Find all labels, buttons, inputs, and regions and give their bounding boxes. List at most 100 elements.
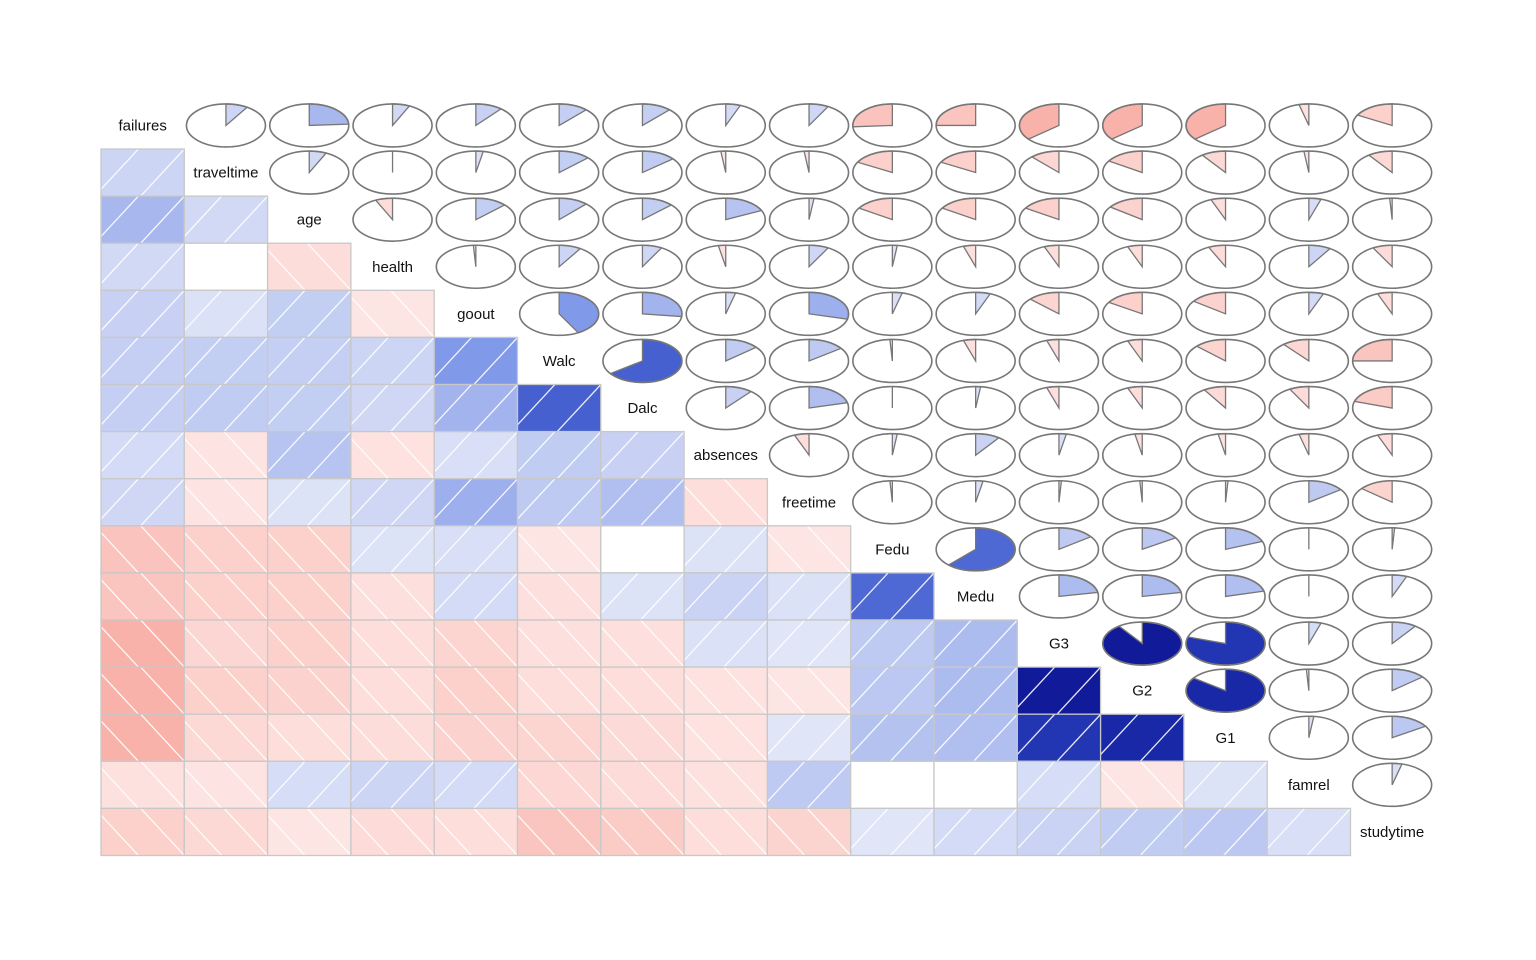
pie-cell-health-G1 [1185,244,1266,290]
variable-label-Medu: Medu [957,588,995,605]
shade-cell-G2-goout [433,666,519,715]
pie-cell-failures-Fedu [852,103,933,148]
pie-cell-Walc-G3 [1018,338,1100,384]
pie-cell-health-studytime [1351,244,1433,290]
pie-cell-absences-Fedu [852,432,933,478]
pie-cell-famrel-studytime [1351,762,1433,808]
shade-cell-freetime-traveltime [183,478,269,527]
pie-cell-Fedu-famrel [1268,527,1350,572]
pie-cell-Fedu-G1 [1185,527,1266,572]
variable-label-goout: goout [457,306,495,323]
shade-cell-famrel-G1 [1183,760,1268,810]
pie-cell-traveltime-G3 [1018,150,1100,195]
shade-cell-Walc-failures [100,336,185,386]
shade-cell-G1-age [266,713,352,762]
pie-cell-Dalc-G1 [1185,385,1266,431]
pie-cell-freetime-Medu [935,479,1016,525]
shade-cell-G3-Fedu [850,619,935,668]
pie-cell-health-Dalc [602,244,683,290]
pie-cell-Dalc-studytime [1351,385,1433,431]
pie-cell-Fedu-studytime [1351,527,1433,572]
variable-label-traveltime: traveltime [193,165,258,182]
pie-cell-Medu-famrel [1268,574,1350,619]
pie-cell-traveltime-Fedu [852,150,933,195]
shade-cell-G3-goout [433,619,519,668]
shade-cell-Fedu-absences [683,525,769,574]
pie-cell-failures-G1 [1185,103,1266,148]
shade-cell-G2-Medu [933,666,1018,715]
pie-cell-freetime-G3 [1018,479,1100,525]
shade-cell-G3-age [266,619,352,668]
shade-cell-freetime-Walc [516,478,602,527]
shade-cell-studytime-goout [433,807,519,857]
pie-cell-failures-Walc [518,103,600,148]
shade-cell-Fedu-traveltime [183,525,269,574]
pie-cell-freetime-G2 [1101,479,1183,525]
pie-cell-health-freetime [768,244,850,290]
pie-cell-freetime-studytime [1351,479,1433,525]
pie-cell-traveltime-Walc [518,150,600,195]
pie-cell-Walc-Dalc [602,338,683,384]
variable-label-Dalc: Dalc [627,400,658,417]
variable-label-failures: failures [118,117,166,134]
pie-cell-Walc-studytime [1351,338,1433,384]
shade-cell-Fedu-Walc [516,525,602,574]
pie-cell-health-famrel [1268,244,1350,290]
pie-cell-failures-age [268,103,350,148]
pie-cell-Medu-G1 [1185,574,1266,619]
pie-cell-Medu-G3 [1018,574,1100,619]
pie-cell-age-Medu [935,197,1016,242]
pie-cell-goout-Fedu [852,291,933,337]
pie-cell-age-G2 [1101,197,1183,242]
shade-cell-goout-failures [100,289,185,339]
pie-cell-Walc-G2 [1101,338,1183,384]
pie-cell-goout-studytime [1351,291,1433,337]
pie-cell-goout-freetime [768,291,850,337]
pie-cell-G3-G2 [1101,621,1183,666]
shade-cell-Medu-Walc [516,572,602,621]
shade-cell-Walc-goout [433,336,519,386]
shade-cell-famrel-health [350,760,435,810]
shade-cell-G2-age [266,666,352,715]
pie-cell-Dalc-absences [685,385,767,431]
pie-cell-age-Walc [518,197,600,242]
pie-cell-failures-freetime [768,103,850,148]
shade-cell-G1-G2 [1099,713,1185,762]
pie-cell-health-G2 [1101,244,1183,290]
pie-cell-traveltime-absences [685,150,767,195]
pie-cell-Dalc-G3 [1018,385,1100,431]
pie-cell-goout-Dalc [602,291,683,337]
pie-cell-Dalc-freetime [768,385,850,431]
pie-cell-traveltime-age [268,150,350,195]
shade-cell-studytime-health [350,807,435,857]
shade-cell-G2-traveltime [183,666,269,715]
pie-cell-Walc-Fedu [852,338,933,384]
shade-cell-age-failures [100,195,185,244]
shade-cell-Medu-Fedu [850,572,935,621]
shade-cell-goout-age [266,289,352,339]
shade-cell-freetime-failures [100,478,185,527]
pie-cell-age-G3 [1018,197,1100,242]
shade-cell-Dalc-age [266,383,352,433]
shade-cell-Fedu-failures [100,525,185,574]
shade-cell-Medu-Dalc [600,572,685,621]
shade-cell-studytime-Fedu [850,807,935,857]
shade-cell-absences-failures [100,430,185,480]
pie-cell-failures-Dalc [602,103,683,148]
shade-cell-G2-Dalc [600,666,685,715]
pie-cell-goout-G1 [1185,291,1266,337]
pie-cell-G1-studytime [1351,715,1433,761]
shade-cell-absences-goout [433,430,519,480]
pie-cell-health-absences [685,244,767,290]
pie-cell-Fedu-Medu [935,527,1016,572]
shade-cell-studytime-G3 [1016,807,1102,857]
shade-cell-G2-G3 [1016,666,1102,715]
shade-cell-Walc-traveltime [183,336,269,386]
shade-cell-G1-Walc [516,713,602,762]
pie-cell-goout-G2 [1101,291,1183,337]
shade-cell-Medu-goout [433,572,519,621]
shade-cell-studytime-absences [683,807,769,857]
shade-cell-Dalc-health [350,383,435,433]
pie-cell-goout-famrel [1268,291,1350,337]
pie-cell-G3-famrel [1268,621,1350,666]
